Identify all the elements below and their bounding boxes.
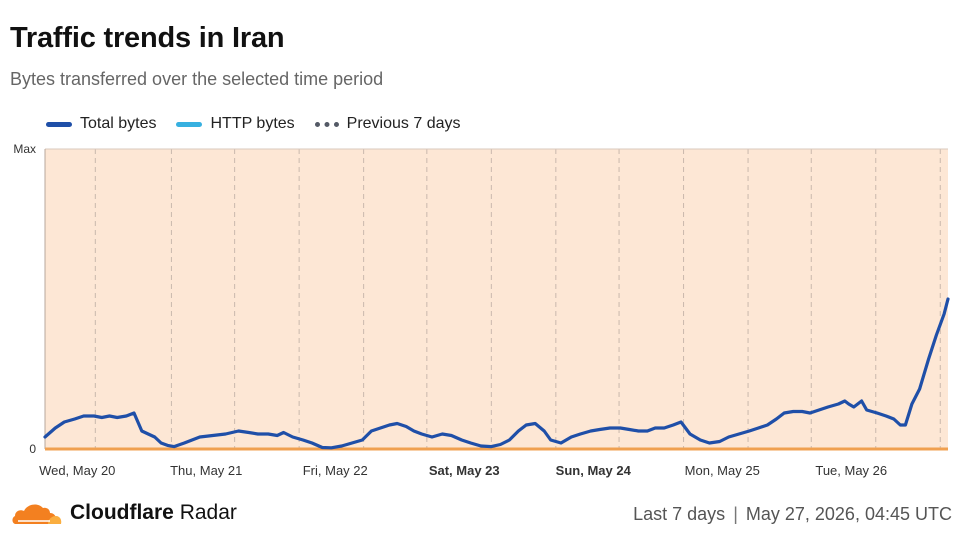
time-range-info: Last 7 days | May 27, 2026, 04:45 UTC bbox=[633, 504, 952, 525]
x-tick-label-6: Tue, May 26 bbox=[815, 463, 887, 478]
x-tick-label-2: Fri, May 22 bbox=[303, 463, 368, 478]
chart-subtitle: Bytes transferred over the selected time… bbox=[10, 69, 384, 89]
legend-item-http-bytes[interactable]: HTTP bytes bbox=[176, 115, 295, 133]
legend-swatch-http-bytes bbox=[176, 121, 203, 127]
brand-name: Cloudflare Radar bbox=[70, 501, 237, 524]
chart-title: Traffic trends in Iran bbox=[10, 22, 285, 54]
chart-legend: Total bytes HTTP bytes Previous 7 days bbox=[46, 115, 481, 133]
legend-label-previous-7-days: Previous 7 days bbox=[346, 115, 461, 132]
cloudflare-radar-logo[interactable]: Cloudflare Radar bbox=[10, 500, 237, 526]
time-range-label: Last 7 days bbox=[633, 504, 726, 524]
legend-swatch-total-bytes bbox=[46, 121, 72, 127]
plot-background bbox=[45, 149, 948, 449]
footer-separator: | bbox=[733, 504, 738, 524]
data-timestamp: May 27, 2026, 04:45 UTC bbox=[745, 504, 952, 524]
legend-item-total-bytes[interactable]: Total bytes bbox=[46, 115, 156, 133]
y-tick-label-1: 0 bbox=[29, 442, 36, 456]
legend-label-http-bytes: HTTP bytes bbox=[210, 115, 295, 132]
y-tick-label-0: Max bbox=[13, 142, 36, 156]
cloudflare-cloud-icon bbox=[12, 504, 62, 524]
legend-swatch-previous-7-days bbox=[314, 121, 339, 127]
x-tick-label-3: Sat, May 23 bbox=[429, 463, 500, 478]
x-tick-label-0: Wed, May 20 bbox=[39, 463, 115, 478]
legend-label-total-bytes: Total bytes bbox=[80, 115, 157, 132]
x-tick-label-5: Mon, May 25 bbox=[685, 463, 760, 478]
legend-item-previous-7-days[interactable]: Previous 7 days bbox=[314, 115, 461, 133]
series-line-total-bytes bbox=[43, 297, 950, 450]
x-tick-label-1: Thu, May 21 bbox=[170, 463, 242, 478]
x-tick-label-4: Sun, May 24 bbox=[556, 463, 632, 478]
